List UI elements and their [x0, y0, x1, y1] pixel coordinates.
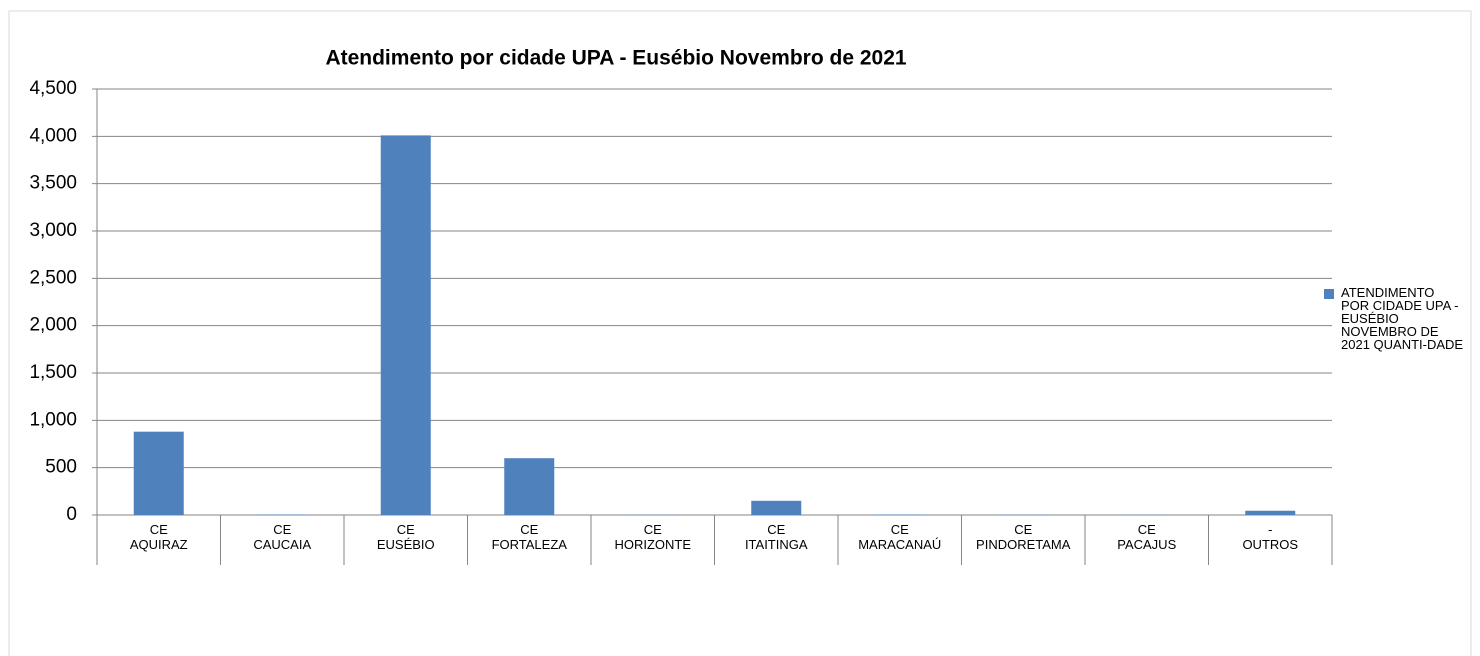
- x-tick-label: CE PACAJUS: [1117, 522, 1176, 552]
- x-tick-label: CE FORTALEZA: [492, 522, 568, 552]
- legend-swatch: [1324, 289, 1334, 299]
- y-tick-label: 500: [45, 457, 77, 478]
- bar: [133, 431, 184, 515]
- bar: [504, 458, 555, 515]
- y-tick-label: 3,500: [29, 173, 77, 194]
- bar: [380, 135, 431, 516]
- chart-frame: [8, 10, 1472, 656]
- x-tick-label: CE HORIZONTE: [614, 522, 691, 552]
- y-tick-label: 2,000: [29, 315, 77, 336]
- y-tick-label: 0: [66, 504, 77, 525]
- y-tick-label: 4,000: [29, 125, 77, 146]
- x-tick-label: CE CAUCAIA: [253, 522, 311, 552]
- bar: [751, 500, 802, 515]
- y-tick-label: 2,500: [29, 267, 77, 288]
- chart-title: Atendimento por cidade UPA - Eusébio Nov…: [325, 47, 906, 70]
- y-tick-label: 4,500: [29, 78, 77, 99]
- x-tick-label: CE AQUIRAZ: [130, 522, 188, 552]
- y-tick-label: 3,000: [29, 220, 77, 241]
- x-tick-label: -OUTROS: [1242, 522, 1298, 552]
- y-tick-label: 1,500: [29, 362, 77, 383]
- x-tick-label: CE ITAITINGA: [745, 522, 808, 552]
- x-tick-label: CE EUSÉBIO: [377, 522, 435, 552]
- x-tick-label: CE MARACANAÚ: [858, 522, 941, 552]
- x-tick-label: CE PINDORETAMA: [976, 522, 1071, 552]
- legend: ATENDIMENTO POR CIDADE UPA - EUSÉBIO NOV…: [1324, 286, 1464, 351]
- y-tick-label: 1,000: [29, 409, 77, 430]
- legend-label: ATENDIMENTO POR CIDADE UPA - EUSÉBIO NOV…: [1341, 285, 1464, 352]
- bar: [1245, 510, 1296, 515]
